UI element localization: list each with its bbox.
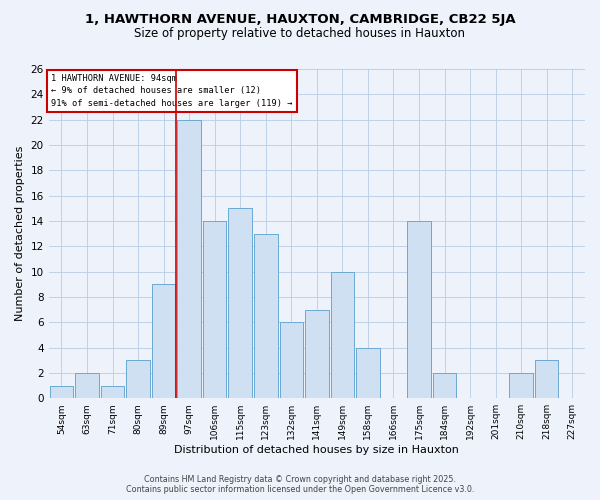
X-axis label: Distribution of detached houses by size in Hauxton: Distribution of detached houses by size …: [175, 445, 459, 455]
Bar: [178, 120, 201, 398]
Bar: [203, 221, 226, 398]
Bar: [127, 360, 150, 398]
Bar: [50, 386, 73, 398]
Text: Contains HM Land Registry data © Crown copyright and database right 2025.: Contains HM Land Registry data © Crown c…: [144, 475, 456, 484]
Bar: [433, 373, 456, 398]
Bar: [101, 386, 124, 398]
Bar: [407, 221, 431, 398]
Bar: [75, 373, 99, 398]
Text: 1, HAWTHORN AVENUE, HAUXTON, CAMBRIDGE, CB22 5JA: 1, HAWTHORN AVENUE, HAUXTON, CAMBRIDGE, …: [85, 12, 515, 26]
Bar: [280, 322, 303, 398]
Bar: [331, 272, 354, 398]
Text: 1 HAWTHORN AVENUE: 94sqm
← 9% of detached houses are smaller (12)
91% of semi-de: 1 HAWTHORN AVENUE: 94sqm ← 9% of detache…: [52, 74, 293, 108]
Bar: [535, 360, 559, 398]
Bar: [254, 234, 278, 398]
Bar: [152, 284, 175, 398]
Text: Contains public sector information licensed under the Open Government Licence v3: Contains public sector information licen…: [126, 485, 474, 494]
Bar: [509, 373, 533, 398]
Bar: [356, 348, 380, 398]
Bar: [305, 310, 329, 398]
Y-axis label: Number of detached properties: Number of detached properties: [15, 146, 25, 322]
Bar: [229, 208, 252, 398]
Text: Size of property relative to detached houses in Hauxton: Size of property relative to detached ho…: [134, 28, 466, 40]
